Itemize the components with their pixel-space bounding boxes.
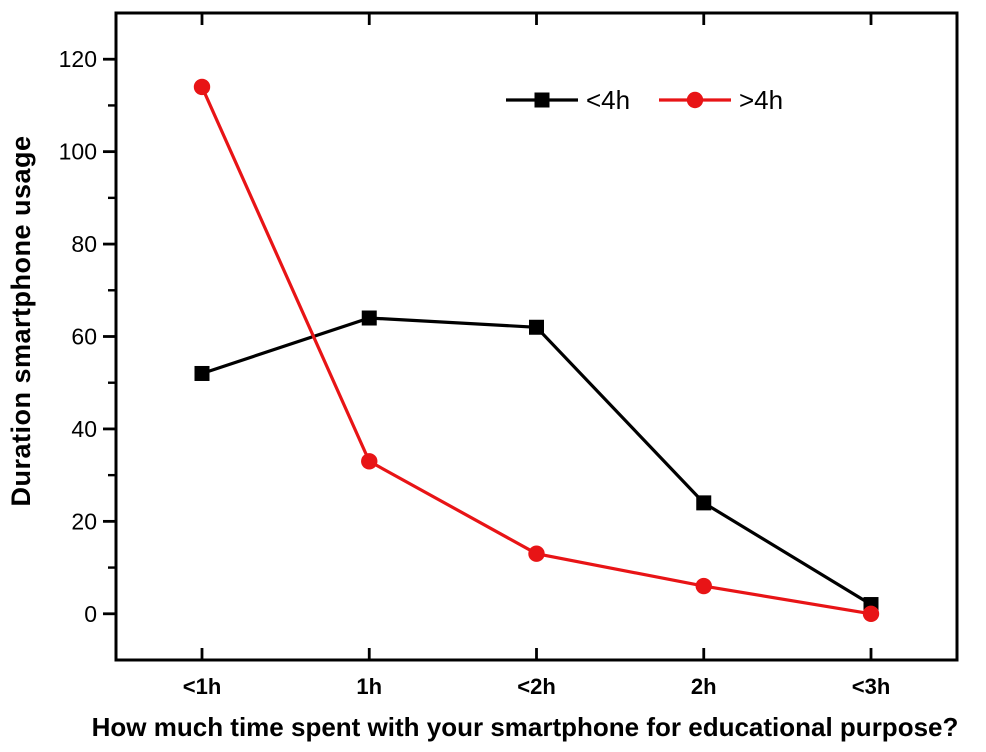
data-point bbox=[361, 310, 377, 326]
data-point bbox=[862, 605, 880, 622]
y-tick-label: 60 bbox=[71, 324, 97, 350]
data-point bbox=[194, 365, 210, 381]
x-category-label: <2h bbox=[517, 674, 556, 699]
x-category-label: 2h bbox=[691, 674, 717, 699]
data-point bbox=[695, 577, 712, 595]
y-tick-label: 40 bbox=[71, 416, 97, 442]
data-point bbox=[528, 545, 545, 562]
x-axis-title: How much time spent with your smartphone… bbox=[91, 712, 959, 742]
data-point bbox=[193, 78, 211, 96]
y-tick-label: 0 bbox=[84, 601, 97, 627]
x-category-label: 1h bbox=[356, 674, 382, 699]
x-category-label: <1h bbox=[183, 674, 222, 699]
legend-label: <4h bbox=[586, 85, 630, 115]
legend-label: >4h bbox=[739, 85, 783, 115]
legend-marker bbox=[686, 91, 704, 109]
legend-marker bbox=[534, 92, 550, 108]
data-point bbox=[361, 453, 378, 470]
y-tick-label: 20 bbox=[71, 508, 97, 534]
data-point bbox=[696, 495, 712, 511]
y-axis-title: Duration smartphone usage bbox=[6, 135, 36, 507]
data-point bbox=[529, 319, 544, 335]
y-tick-label: 80 bbox=[71, 231, 97, 257]
y-tick-label: 100 bbox=[59, 139, 97, 165]
plot-border bbox=[114, 11, 959, 662]
y-tick-label: 120 bbox=[59, 46, 97, 72]
x-category-label: <3h bbox=[852, 674, 891, 699]
series-line bbox=[200, 86, 872, 616]
